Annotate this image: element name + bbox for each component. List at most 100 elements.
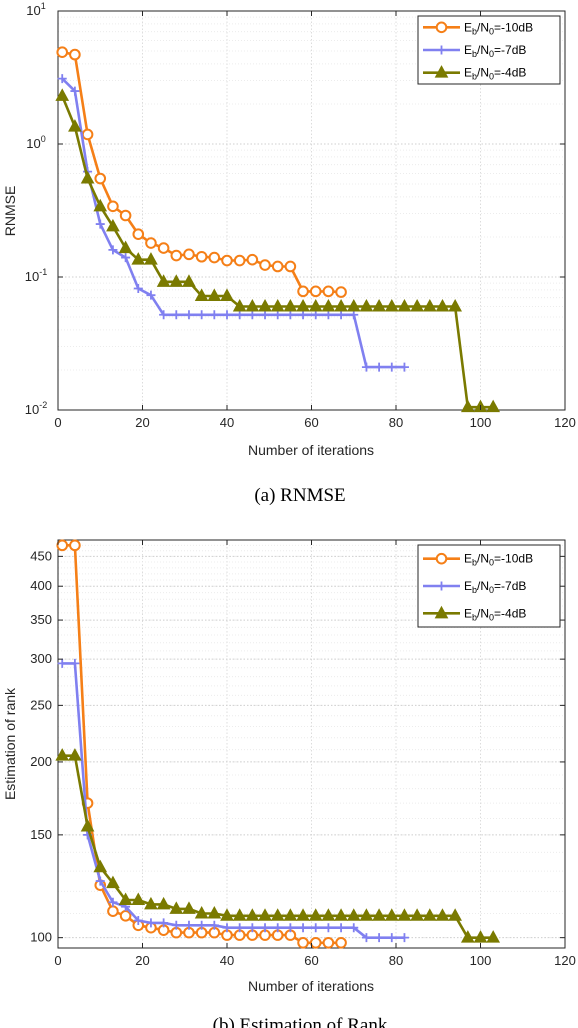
- x-tick-label: 120: [554, 415, 576, 430]
- y-tick-exponent: 1: [41, 1, 46, 11]
- x-tick-label: 80: [389, 953, 403, 968]
- series-eb-n0-4db: [55, 748, 501, 943]
- data-point: [221, 254, 233, 267]
- caption-a: (a) RNMSE: [254, 485, 345, 506]
- data-point: [323, 310, 333, 320]
- legend-entry-eb-n0-4db: Eb/N0=-4dB: [423, 605, 526, 622]
- point-marker: [334, 908, 348, 921]
- data-point: [80, 170, 95, 184]
- data-point: [334, 908, 348, 921]
- data-point: [372, 908, 386, 921]
- data-point: [56, 46, 69, 59]
- data-point: [93, 198, 108, 212]
- point-marker: [156, 896, 171, 910]
- point-marker: [359, 298, 374, 312]
- y-tick-base: 10: [26, 3, 40, 18]
- point-marker: [334, 298, 348, 312]
- data-point: [270, 298, 285, 312]
- point-marker: [220, 288, 234, 301]
- point-marker: [94, 172, 107, 185]
- data-point: [410, 298, 424, 312]
- legend-label: Eb/N0=-10dB: [464, 20, 533, 36]
- point-marker: [69, 48, 81, 61]
- data-point: [460, 399, 475, 413]
- data-point: [336, 923, 346, 933]
- point-marker: [80, 819, 95, 832]
- legend: Eb/N0=-10dB Eb/N0=-7dB Eb/N0=-4dB: [417, 15, 561, 85]
- point-marker: [119, 209, 132, 222]
- point-marker: [460, 399, 475, 413]
- data-point: [323, 923, 333, 933]
- y-tick-label: 300: [30, 651, 52, 666]
- point-marker: [70, 658, 80, 668]
- data-point: [322, 936, 335, 949]
- data-point: [285, 923, 295, 933]
- data-point: [435, 908, 450, 921]
- point-marker: [309, 936, 322, 949]
- point-marker: [194, 905, 209, 919]
- data-point: [422, 298, 437, 312]
- point-marker: [197, 310, 207, 320]
- data-point: [399, 362, 409, 372]
- point-marker: [68, 119, 82, 132]
- series-eb-n0-4db: [55, 88, 501, 413]
- data-point: [359, 298, 374, 312]
- point-marker: [273, 923, 283, 933]
- point-marker: [435, 908, 450, 921]
- point-marker: [194, 288, 209, 301]
- point-marker: [435, 552, 448, 565]
- point-marker: [298, 310, 308, 320]
- data-point: [118, 892, 133, 906]
- point-marker: [270, 908, 285, 921]
- point-marker: [435, 298, 450, 312]
- data-point: [361, 933, 371, 943]
- point-marker: [93, 859, 108, 873]
- point-marker: [69, 539, 81, 552]
- data-point: [183, 248, 195, 261]
- y-tick-label: 200: [30, 754, 52, 769]
- y-tick-label: 100: [30, 930, 52, 945]
- legend-label: Eb/N0=-7dB: [464, 579, 526, 595]
- data-point: [273, 923, 283, 933]
- point-marker: [259, 259, 271, 271]
- point-marker: [260, 310, 270, 320]
- point-marker: [146, 918, 156, 928]
- data-point: [258, 298, 272, 312]
- data-point: [335, 936, 347, 949]
- data-point: [473, 930, 488, 943]
- point-marker: [207, 288, 222, 301]
- data-point: [171, 310, 181, 320]
- point-marker: [297, 936, 309, 949]
- legend-entry-eb-n0-7db: Eb/N0=-7dB: [423, 579, 526, 595]
- data-point: [68, 748, 82, 761]
- point-marker: [70, 86, 80, 96]
- data-point: [131, 252, 146, 265]
- data-point: [233, 254, 246, 267]
- point-marker: [156, 274, 171, 287]
- point-marker: [486, 399, 501, 413]
- point-marker: [283, 298, 298, 312]
- data-point: [335, 286, 347, 298]
- data-point: [410, 908, 424, 921]
- point-marker: [372, 298, 386, 312]
- data-point: [194, 905, 209, 919]
- point-marker: [246, 253, 259, 266]
- data-point: [372, 298, 386, 312]
- point-marker: [106, 875, 120, 889]
- y-axis-label: Estimation of rank: [2, 687, 18, 800]
- y-axis-label: RNMSE: [2, 186, 18, 237]
- point-marker: [374, 362, 384, 372]
- x-axis-label: Number of iterations: [248, 442, 374, 458]
- point-marker: [222, 310, 232, 320]
- data-point: [57, 658, 67, 668]
- data-point: [144, 252, 158, 265]
- data-point: [296, 908, 310, 921]
- data-point: [259, 259, 271, 271]
- x-tick-label: 100: [470, 953, 492, 968]
- data-point: [222, 310, 232, 320]
- data-point: [222, 923, 232, 933]
- point-marker: [170, 249, 183, 262]
- data-point: [95, 219, 105, 229]
- data-point: [308, 298, 323, 312]
